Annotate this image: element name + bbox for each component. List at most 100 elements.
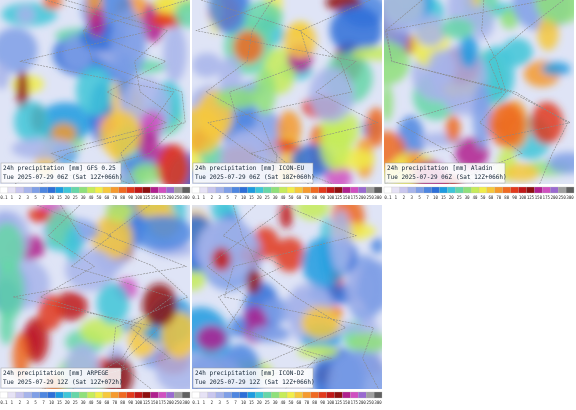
colorbar-label: 10	[49, 400, 54, 405]
colorbar-label: 60	[296, 195, 301, 200]
precip-cell	[547, 152, 574, 174]
colorbar-cell	[271, 186, 280, 194]
map-panel: 24h precipitation [mm] ICON-D2 Tue 2025-07-…	[191, 205, 382, 405]
colorbar-cell	[318, 186, 327, 194]
colorbar-label: 5	[226, 195, 229, 200]
precip-cell	[142, 283, 177, 327]
colorbar-cell	[239, 391, 248, 399]
colorbar-label: 0.1	[192, 195, 200, 200]
colorbar-label: 3	[410, 195, 413, 200]
border-line	[50, 0, 167, 184]
precip-cell	[230, 316, 248, 335]
colorbar-cell	[79, 186, 88, 194]
colorbar-label: 50	[289, 400, 294, 405]
colorbar-cell	[231, 186, 240, 194]
map-panel: 24h precipitation [mm] GFS 0.25 Tue 2025-07…	[0, 0, 191, 200]
precip-cell	[42, 0, 63, 10]
precip-cell	[50, 123, 77, 144]
colorbar-cell	[366, 391, 375, 399]
colorbar-label: 200	[551, 195, 559, 200]
colorbar-label: 80	[312, 195, 317, 200]
colorbar-label: 50	[289, 195, 294, 200]
precip-cell	[384, 84, 393, 122]
colorbar-label: 250	[175, 195, 183, 200]
precip-cell	[319, 118, 351, 171]
precip-cell	[249, 325, 291, 343]
border-line	[229, 0, 371, 184]
map-panel: 24h precipitation [mm] ICON-EU Tue 2025-07-…	[191, 0, 382, 200]
precip-cell	[140, 110, 164, 133]
colorbar-label: 100	[135, 400, 143, 405]
precip-cell	[75, 66, 113, 116]
info-title: 24h precipitation	[387, 165, 449, 172]
precip-cell	[296, 205, 330, 221]
precip-cell	[487, 102, 525, 148]
colorbar-label: 5	[226, 400, 229, 405]
precip-cell	[38, 293, 63, 331]
colorbar-cell	[63, 186, 72, 194]
colorbar-cell	[7, 186, 16, 194]
border-line	[195, 0, 379, 184]
colorbar-cell	[431, 186, 440, 194]
colorbar-cell	[278, 391, 288, 399]
precip-cell	[297, 344, 339, 359]
colorbar-cell	[39, 391, 48, 399]
colorbar-cell	[181, 391, 191, 399]
precip-cell	[132, 215, 190, 251]
precip-cell	[16, 69, 29, 111]
border-line	[36, 205, 173, 389]
colorbar-label: 3	[26, 400, 29, 405]
colorbar-cell	[110, 186, 119, 194]
colorbar-cell	[215, 391, 224, 399]
info-line-1: 24h precipitation [mm] ICON-EU	[195, 165, 305, 172]
precip-cell	[208, 0, 250, 34]
precip-cell	[530, 102, 564, 145]
info-model: ARPEGE	[87, 370, 109, 377]
colorbar-label: 40	[89, 195, 94, 200]
colorbar-cell	[223, 391, 232, 399]
colorbar-cell	[174, 186, 183, 194]
colorbar-label: 150	[151, 195, 159, 200]
precip-cell	[274, 237, 305, 272]
colorbar-cell	[126, 391, 135, 399]
colorbar-cell	[294, 186, 303, 194]
colorbar-label: 1	[395, 195, 398, 200]
colorbar-label: 10	[433, 195, 438, 200]
colorbar-label: 80	[120, 400, 125, 405]
colorbar-cell	[191, 391, 201, 399]
border-line	[224, 205, 379, 389]
colorbar-label: 175	[351, 195, 359, 200]
colorbar-cell	[181, 186, 191, 194]
colorbar-label: 100	[135, 195, 143, 200]
precip-cell	[0, 27, 38, 73]
border-line	[205, 0, 313, 184]
precip-cell	[414, 14, 447, 47]
colorbar-cell	[263, 391, 272, 399]
precip-cell	[215, 87, 259, 109]
colorbar-label: 250	[367, 195, 375, 200]
colorbar-label: 1	[11, 400, 14, 405]
colorbar-label: 175	[159, 400, 167, 405]
colorbar-label: 40	[281, 400, 286, 405]
colorbar-label: 150	[535, 195, 543, 200]
border-line	[39, 0, 182, 184]
colorbar-label: 200	[167, 400, 175, 405]
colorbar-label: 300	[374, 195, 382, 200]
precip-cell	[329, 5, 382, 55]
info-date: Tue 2025-07-29 12Z	[195, 379, 260, 386]
colorbar-cell	[350, 391, 359, 399]
colorbar-cell	[565, 186, 575, 194]
colorbar-cell	[302, 186, 311, 194]
colorbar-label: 3	[218, 195, 221, 200]
info-line-2: Tue 2025-07-29 06Z (Sat 18Z+060h)	[195, 174, 315, 181]
colorbar-label: 100	[327, 195, 335, 200]
colorbar-label: 25	[73, 400, 78, 405]
colorbar-label: 175	[543, 195, 551, 200]
info-line-1: 24h precipitation [mm] ARPEGE	[3, 370, 109, 377]
colorbar-label: 30	[81, 400, 86, 405]
colorbar-cell	[550, 186, 559, 194]
colorbar-cell	[118, 391, 127, 399]
colorbar-cell	[118, 186, 127, 194]
colorbar-label: 70	[304, 400, 309, 405]
colorbar-label: 200	[359, 400, 367, 405]
